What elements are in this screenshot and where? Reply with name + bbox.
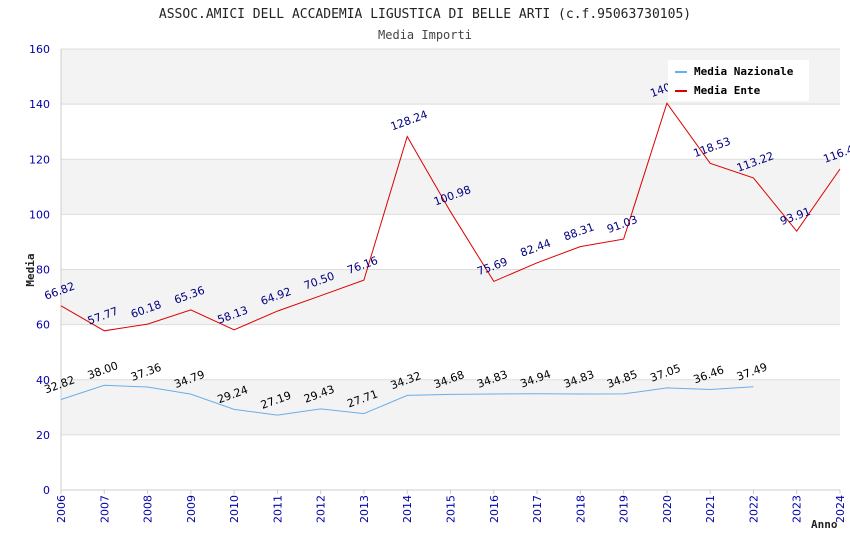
legend-label-nazionale: Media Nazionale bbox=[694, 65, 794, 78]
y-axis-label: Media bbox=[24, 253, 37, 286]
x-tick-label: 2018 bbox=[574, 495, 587, 523]
x-tick-label: 2016 bbox=[488, 495, 501, 523]
y-tick-label: 100 bbox=[29, 208, 50, 221]
data-label: 91.03 bbox=[605, 213, 639, 236]
x-tick-label: 2013 bbox=[358, 495, 371, 523]
x-tick-label: 2017 bbox=[531, 495, 544, 523]
data-label: 116.47 bbox=[822, 140, 850, 165]
x-tick-label: 2007 bbox=[98, 495, 111, 523]
x-tick-label: 2022 bbox=[747, 495, 760, 523]
x-tick-label: 2021 bbox=[704, 495, 717, 523]
x-tick-label: 2009 bbox=[185, 495, 198, 523]
legend-label-ente: Media Ente bbox=[694, 84, 761, 97]
data-label: 128.24 bbox=[389, 108, 430, 133]
chart-subtitle: Media Importi bbox=[378, 28, 472, 42]
y-tick-label: 80 bbox=[36, 264, 50, 277]
x-tick-label: 2023 bbox=[791, 495, 804, 523]
legend: Media Nazionale Media Ente bbox=[668, 60, 809, 101]
data-label: 118.53 bbox=[692, 135, 733, 160]
series-line-ente bbox=[60, 102, 841, 332]
x-tick-labels: 2006 2007 2008 2009 2010 2011 2012 2013 2014 2015… bbox=[55, 490, 847, 523]
x-tick-label: 2024 bbox=[834, 495, 847, 523]
x-axis-label: Anno bbox=[811, 518, 838, 531]
chart-title: ASSOC.AMICI DELL ACCADEMIA LIGUSTICA DI … bbox=[159, 7, 691, 22]
data-label: 82.44 bbox=[519, 237, 553, 260]
y-tick-label: 140 bbox=[29, 98, 50, 111]
x-tick-label: 2015 bbox=[445, 495, 458, 523]
x-tick-label: 2014 bbox=[401, 495, 414, 523]
y-tick-label: 160 bbox=[29, 43, 50, 56]
plot-bands bbox=[61, 49, 840, 435]
y-tick-label: 0 bbox=[43, 484, 50, 497]
data-label: 88.31 bbox=[562, 220, 596, 243]
plot-band bbox=[61, 269, 840, 325]
x-tick-label: 2008 bbox=[142, 495, 155, 523]
series-lines bbox=[60, 102, 841, 416]
plot-band bbox=[61, 159, 840, 215]
plot-band bbox=[61, 379, 840, 435]
x-tick-label: 2006 bbox=[55, 495, 68, 523]
x-tick-label: 2010 bbox=[228, 495, 241, 523]
x-tick-label: 2011 bbox=[271, 495, 284, 523]
y-tick-label: 120 bbox=[29, 153, 50, 166]
y-tick-label: 60 bbox=[36, 319, 50, 332]
x-tick-label: 2019 bbox=[618, 495, 631, 523]
data-label: 38.00 bbox=[86, 359, 120, 382]
y-tick-label: 40 bbox=[36, 374, 50, 387]
legend-box bbox=[668, 60, 809, 101]
x-tick-label: 2012 bbox=[315, 495, 328, 523]
y-tick-label: 20 bbox=[36, 429, 50, 442]
y-tick-labels: 0 20 40 60 80 100 120 140 160 bbox=[29, 43, 50, 497]
x-tick-label: 2020 bbox=[661, 495, 674, 523]
series-line-nazionale bbox=[60, 384, 754, 416]
